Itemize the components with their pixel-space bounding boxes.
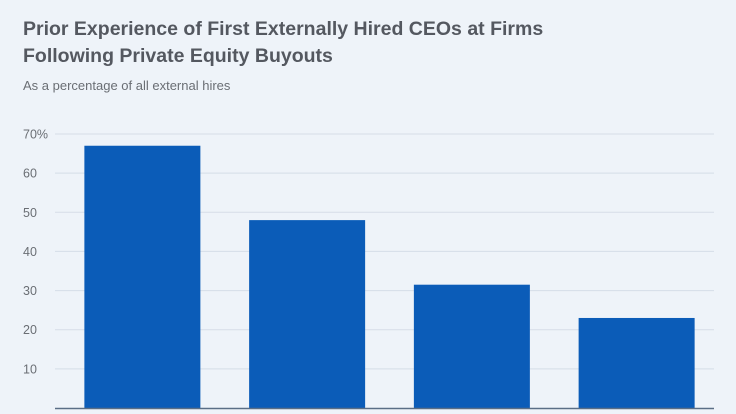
y-tick-label: 10 [23, 362, 37, 376]
y-tick-label: 30 [23, 284, 37, 298]
bar [84, 145, 201, 408]
bar [578, 317, 695, 408]
chart-title: Prior Experience of First Externally Hir… [23, 18, 544, 67]
y-axis-ticks: 70% 60 50 40 30 20 10 [23, 128, 48, 377]
y-tick-label: 20 [23, 323, 37, 337]
bar [413, 284, 530, 408]
chart-subtitle: As a percentage of all external hires [23, 78, 231, 93]
y-tick-label: 40 [23, 245, 37, 259]
y-tick-label: 70% [23, 128, 48, 142]
bar [249, 220, 366, 408]
y-tick-label: 50 [23, 206, 37, 220]
y-tick-label: 60 [23, 167, 37, 181]
bars [84, 145, 695, 408]
